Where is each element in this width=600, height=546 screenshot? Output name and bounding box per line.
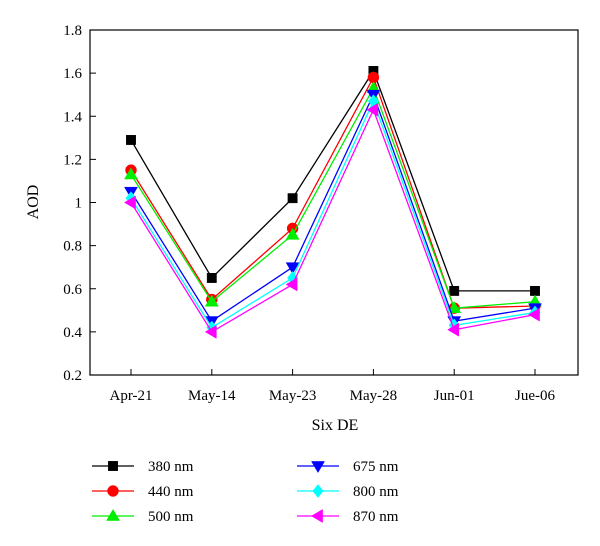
legend-marker bbox=[311, 509, 323, 523]
series-line bbox=[130, 92, 536, 323]
data-point bbox=[449, 285, 460, 296]
legend-entry: 380 nm bbox=[92, 459, 194, 475]
x-tick-label: May-23 bbox=[269, 388, 317, 404]
series-380-nm bbox=[126, 66, 540, 296]
y-tick-label: 1.6 bbox=[63, 66, 82, 82]
series-line bbox=[130, 75, 536, 309]
series-line bbox=[130, 99, 536, 329]
data-point bbox=[285, 227, 300, 240]
data-point bbox=[285, 262, 300, 275]
data-point bbox=[528, 307, 540, 322]
legend-label: 675 nm bbox=[353, 459, 399, 475]
series-440-nm bbox=[125, 71, 541, 314]
y-tick-label: 1.8 bbox=[63, 23, 82, 39]
data-point bbox=[447, 322, 459, 337]
y-axis-label: AOD bbox=[25, 185, 42, 220]
data-point bbox=[126, 135, 136, 145]
legend-entry: 675 nm bbox=[297, 459, 399, 475]
data-point bbox=[204, 294, 219, 307]
plot-area bbox=[124, 66, 542, 339]
data-point bbox=[366, 102, 379, 117]
data-point bbox=[530, 285, 540, 296]
data-point bbox=[124, 195, 136, 210]
axes: 0.2 0.4 0.6 0.8 1 1.2 1.4 1.6 1.8 Apr-21 May-14 May… bbox=[63, 23, 579, 404]
data-point bbox=[206, 273, 217, 283]
series-870-nm bbox=[124, 102, 540, 339]
y-tick-label: 1.4 bbox=[63, 109, 82, 125]
y-tick-label: 0.4 bbox=[63, 325, 82, 341]
y-tick-label: 0.2 bbox=[63, 368, 82, 384]
x-tick-label: Jue-06 bbox=[515, 388, 555, 404]
x-tick-label: May-14 bbox=[188, 388, 236, 404]
series-line bbox=[130, 108, 536, 333]
y-tick-label: 1 bbox=[75, 196, 83, 212]
x-axis-label: Six DE bbox=[312, 417, 359, 434]
legend-label: 870 nm bbox=[353, 509, 399, 525]
legend-marker bbox=[106, 509, 120, 521]
data-point bbox=[285, 277, 298, 292]
series-line bbox=[130, 86, 536, 309]
legend-entry: 500 nm bbox=[92, 509, 194, 525]
legend-marker bbox=[312, 484, 324, 498]
plot-frame bbox=[89, 29, 579, 376]
legend-label: 380 nm bbox=[148, 459, 194, 475]
series-line bbox=[130, 69, 535, 292]
y-tick-label: 0.6 bbox=[63, 282, 82, 298]
legend-marker bbox=[311, 461, 325, 473]
y-tick-label: 1.2 bbox=[63, 152, 82, 168]
legend: 380 nm 440 nm 500 nm 675 nm 800 nm 870 nm bbox=[92, 459, 399, 525]
legend-label: 440 nm bbox=[148, 484, 194, 500]
legend-marker bbox=[108, 461, 118, 471]
data-point bbox=[447, 301, 462, 313]
data-point bbox=[287, 193, 298, 204]
legend-marker bbox=[107, 485, 119, 497]
legend-label: 500 nm bbox=[148, 509, 194, 525]
data-point bbox=[204, 324, 217, 339]
legend-entry: 800 nm bbox=[297, 484, 399, 500]
y-tick-label: 0.8 bbox=[63, 239, 82, 255]
x-tick-label: May-28 bbox=[350, 388, 398, 404]
x-tick-label: Apr-21 bbox=[109, 388, 152, 404]
legend-entry: 440 nm bbox=[92, 484, 194, 500]
series-800-nm bbox=[125, 94, 541, 335]
legend-label: 800 nm bbox=[353, 484, 399, 500]
legend-entry: 870 nm bbox=[297, 509, 399, 525]
data-point bbox=[124, 167, 138, 180]
x-tick-label: Jun-01 bbox=[434, 388, 475, 404]
